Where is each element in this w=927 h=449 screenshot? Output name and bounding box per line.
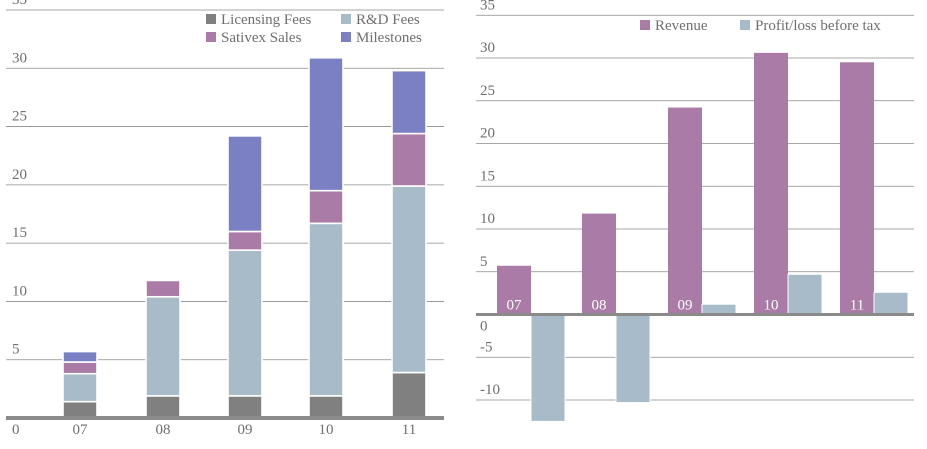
legend-swatch-r-d-fees (341, 14, 351, 24)
bar-milestones-07 (62, 350, 98, 363)
bar-revenue-08 (582, 213, 616, 315)
x-tick-label-07: 07 (73, 422, 89, 438)
bar-r-d-fees-09 (227, 249, 263, 397)
x-tick-label-11: 11 (402, 422, 416, 438)
y-tick-label-5: 5 (12, 342, 20, 358)
bar-profit-loss-08 (615, 314, 651, 404)
x-tick-label-08: 08 (592, 298, 607, 314)
y-tick-label-0: 0 (12, 422, 20, 438)
legend-label-revenue: Revenue (655, 18, 708, 34)
y-tick-label-35: 35 (480, 0, 495, 13)
x-tick-label-07: 07 (507, 298, 523, 314)
legend-swatch-milestones (341, 32, 351, 42)
y-tick-label-30: 30 (12, 50, 27, 66)
y-tick-label-25: 25 (12, 109, 27, 125)
x-tick-label-10: 10 (764, 298, 779, 314)
y-tick-label-10: 10 (12, 283, 27, 299)
bar-r-d-fees-08 (145, 295, 181, 397)
bar-sativex-sales-07 (62, 361, 98, 375)
bar-licensing-fees-07 (62, 400, 98, 419)
bar-revenue-07 (497, 265, 531, 315)
bar-r-d-fees-11 (391, 185, 427, 374)
legend-label-licensing-fees: Licensing Fees (221, 12, 312, 28)
y-tick-label-25: 25 (480, 83, 495, 99)
left-stacked-bar-chart: 0 5 10 15 20 25 30 35 07 08 09 10 11 Licensing Fees R&… (6, 0, 444, 438)
bar-profit-loss-07 (530, 314, 566, 422)
bar-sativex-sales-08 (145, 279, 181, 298)
bar-sativex-sales-11 (391, 132, 427, 187)
y-tick-label--5: -5 (480, 339, 493, 355)
bar-r-d-fees-07 (62, 372, 98, 403)
bar-sativex-sales-09 (227, 230, 263, 251)
legend-label-sativex-sales: Sativex Sales (221, 30, 302, 46)
legend-label-milestones: Milestones (356, 30, 422, 46)
bar-licensing-fees-10 (308, 395, 344, 419)
bar-licensing-fees-11 (391, 371, 427, 419)
bar-milestones-10 (308, 56, 344, 192)
right-grouped-bar-chart: 35 30 25 20 15 10 5 0 -5 -10 07 08 09 10 11 Revenue Prof… (476, 0, 914, 422)
y-tick-label-35: 35 (12, 0, 27, 8)
bar-revenue-11 (840, 62, 874, 315)
x-tick-label-11: 11 (850, 298, 864, 314)
y-tick-label-30: 30 (480, 40, 495, 56)
y-tick-label-20: 20 (12, 167, 27, 183)
bar-r-d-fees-10 (308, 222, 344, 397)
legend-label-r-d-fees: R&D Fees (356, 12, 420, 28)
y-tick-label-5: 5 (480, 254, 488, 270)
legend-swatch-sativex-sales (206, 32, 216, 42)
legend-label-profit-loss-before-tax: Profit/loss before tax (755, 18, 881, 34)
bar-profit-loss-09 (701, 303, 737, 315)
legend-swatch-licensing-fees (206, 14, 216, 24)
bar-milestones-09 (227, 135, 263, 233)
bar-milestones-11 (391, 69, 427, 135)
bar-revenue-10 (754, 52, 788, 315)
y-tick-label-20: 20 (480, 126, 495, 142)
y-tick-label-10: 10 (480, 211, 495, 227)
x-tick-label-09: 09 (678, 298, 693, 314)
bar-revenue-09 (668, 107, 702, 315)
y-tick-label--10: -10 (480, 382, 500, 398)
legend-swatch-revenue (640, 20, 650, 30)
x-tick-label-08: 08 (156, 422, 171, 438)
bar-sativex-sales-10 (308, 189, 344, 225)
y-tick-label-15: 15 (480, 168, 495, 184)
bar-licensing-fees-08 (145, 395, 181, 419)
legend-swatch-profit-loss-before-tax (740, 20, 750, 30)
y-tick-label-15: 15 (12, 225, 27, 241)
bar-profit-loss-10 (787, 273, 823, 316)
x-tick-label-09: 09 (238, 422, 253, 438)
bar-profit-loss-11 (873, 291, 909, 315)
y-tick-label-0: 0 (480, 319, 488, 335)
bar-licensing-fees-09 (227, 395, 263, 419)
x-tick-label-10: 10 (319, 422, 334, 438)
